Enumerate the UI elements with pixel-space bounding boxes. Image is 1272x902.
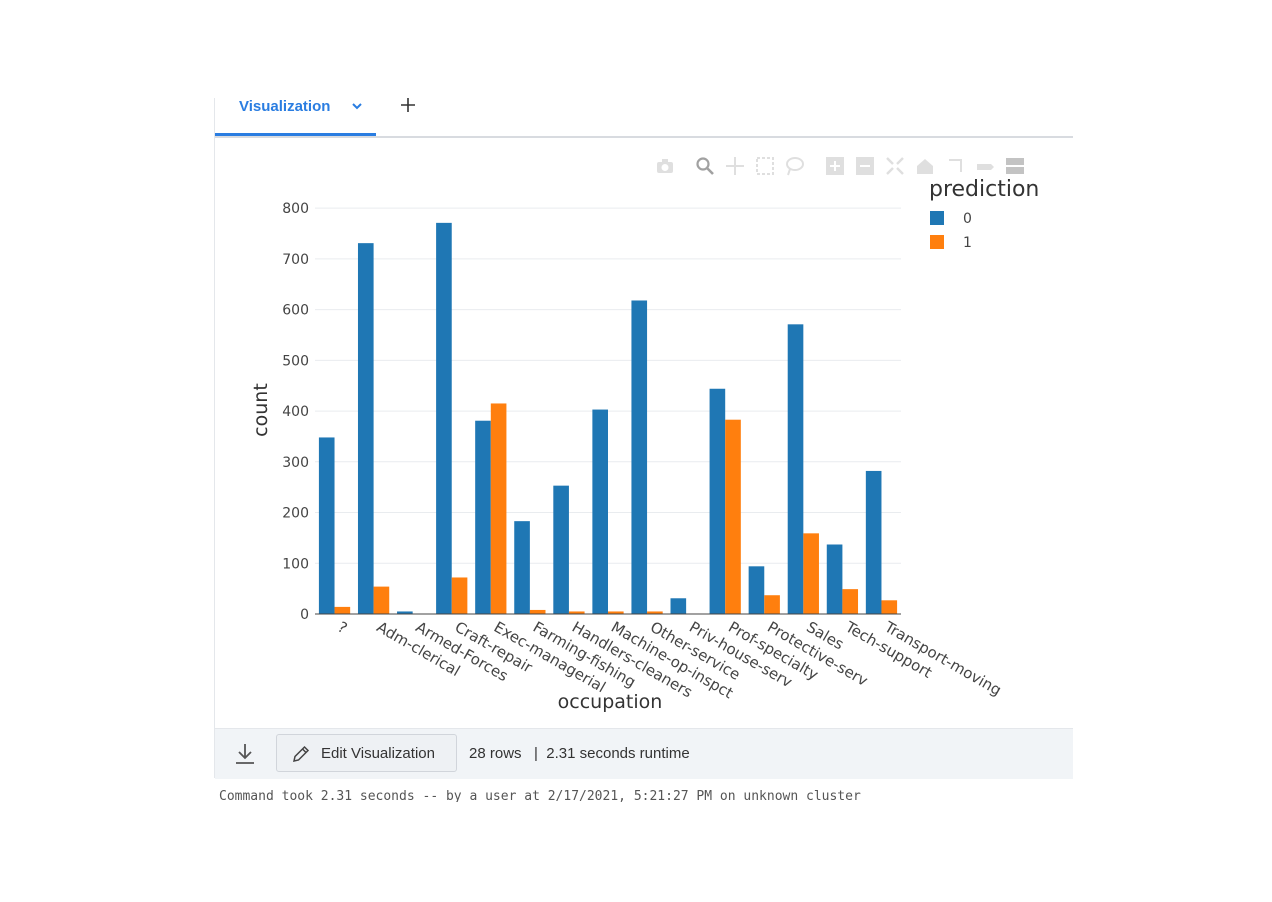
bar-handlers-cleaners-pred-0[interactable]: [553, 485, 569, 614]
bar-chart: 0 100 200 300 400 500 600 700 800 ? Adm-clericalA…: [250, 177, 1039, 713]
bar-tech-support-pred-1[interactable]: [842, 589, 859, 614]
spike-lines-icon[interactable]: [945, 156, 965, 176]
tab-visualization-label: Visualization: [239, 98, 331, 115]
plot-area: 0 100 200 300 400 500 600 700 800 ? Adm-clerical A…: [215, 138, 1073, 758]
bar--pred-1[interactable]: [334, 606, 351, 614]
legend: prediction 0 1: [929, 177, 1039, 251]
bar-transport-moving-pred-0[interactable]: [865, 470, 882, 614]
edit-visualization-button[interactable]: Edit Visualization: [276, 734, 457, 772]
bar-machine-op-inspct-pred-0[interactable]: [592, 409, 608, 614]
box-select-icon[interactable]: [755, 156, 775, 176]
autoscale-icon[interactable]: [885, 156, 905, 176]
x-tick-label: ?: [335, 618, 351, 638]
y-tick-label: 500: [282, 353, 309, 369]
legend-label[interactable]: 1: [963, 235, 972, 251]
bar-protective-serv-pred-0[interactable]: [748, 566, 765, 614]
legend-swatch[interactable]: [930, 235, 944, 249]
pan-icon[interactable]: [725, 156, 745, 176]
zoom-in-icon[interactable]: [825, 156, 845, 176]
bar-prof-specialty-pred-1[interactable]: [725, 419, 741, 614]
bar-other-service-pred-1[interactable]: [647, 611, 663, 614]
pencil-icon: [293, 745, 310, 762]
bar-farming-fishing-pred-1[interactable]: [529, 609, 546, 614]
bar-handlers-cleaners-pred-1[interactable]: [568, 611, 585, 614]
bars: [318, 222, 898, 615]
y-tick-label: 700: [282, 252, 309, 268]
y-tick-label: 600: [282, 303, 309, 319]
bar-sales-pred-1[interactable]: [803, 533, 819, 614]
bar-machine-op-inspct-pred-1[interactable]: [608, 611, 624, 614]
bar-exec-managerial-pred-0[interactable]: [475, 420, 491, 614]
tab-visualization[interactable]: Visualization: [215, 98, 376, 136]
bar-adm-clerical-pred-1[interactable]: [373, 586, 390, 614]
bar--pred-0[interactable]: [318, 437, 335, 614]
runtime: | 2.31 seconds runtime: [534, 745, 690, 762]
y-tick-label: 100: [282, 556, 309, 572]
bar-priv-house-serv-pred-0[interactable]: [670, 598, 687, 614]
plot-modebar: [655, 156, 1055, 178]
zoom-icon[interactable]: [695, 156, 715, 176]
y-tick-label: 200: [282, 506, 309, 522]
bar-adm-clerical-pred-0[interactable]: [357, 243, 374, 614]
bar-exec-managerial-pred-1[interactable]: [490, 403, 507, 614]
lasso-icon[interactable]: [785, 156, 805, 176]
bar-transport-moving-pred-1[interactable]: [881, 600, 898, 614]
cell-footer: Edit Visualization 28 rows | 2.31 second…: [215, 728, 1073, 779]
add-tab-icon[interactable]: [399, 96, 417, 114]
result-summary: 28 rows | 2.31 seconds runtime: [469, 745, 690, 762]
y-tick-label: 800: [282, 201, 309, 217]
y-tick-label: 300: [282, 455, 309, 471]
legend-title: prediction: [929, 177, 1039, 202]
bar-prof-specialty-pred-0[interactable]: [709, 388, 726, 614]
legend-swatch[interactable]: [930, 211, 944, 225]
bar-sales-pred-0[interactable]: [787, 324, 804, 614]
y-axis-title: count: [250, 383, 272, 437]
visualization-cell: Visualization 0 100 200 300 400 5: [214, 98, 1073, 779]
camera-icon[interactable]: [655, 156, 675, 176]
bar-farming-fishing-pred-0[interactable]: [514, 521, 530, 614]
bar-other-service-pred-0[interactable]: [631, 300, 648, 614]
x-axis-title: occupation: [558, 691, 663, 713]
row-count: 28 rows: [469, 745, 522, 762]
legend-label[interactable]: 0: [963, 211, 972, 227]
chevron-down-icon[interactable]: [349, 98, 365, 114]
bar-protective-serv-pred-1[interactable]: [764, 595, 780, 614]
x-tick-labels: ? Adm-clericalArmed-ForcesCraft-repairExe…: [335, 617, 1005, 702]
reset-axes-icon[interactable]: [915, 156, 935, 176]
y-tick-label: 400: [282, 404, 309, 420]
bar-armed-forces-pred-0[interactable]: [397, 611, 413, 614]
y-tick-label: 0: [300, 607, 309, 623]
bar-craft-repair-pred-1[interactable]: [451, 577, 468, 614]
bar-craft-repair-pred-0[interactable]: [436, 222, 452, 615]
zoom-out-icon[interactable]: [855, 156, 875, 176]
command-status: Command took 2.31 seconds -- by a user a…: [219, 789, 861, 802]
hover-compare-icon[interactable]: [1005, 156, 1025, 176]
tab-bar: Visualization: [215, 98, 1073, 138]
download-icon[interactable]: [231, 741, 259, 767]
edit-visualization-label: Edit Visualization: [321, 745, 435, 762]
hover-closest-icon[interactable]: [975, 156, 995, 176]
bar-tech-support-pred-0[interactable]: [826, 544, 843, 614]
y-tick-labels: 0 100 200 300 400 500 600 700 800: [282, 201, 309, 623]
